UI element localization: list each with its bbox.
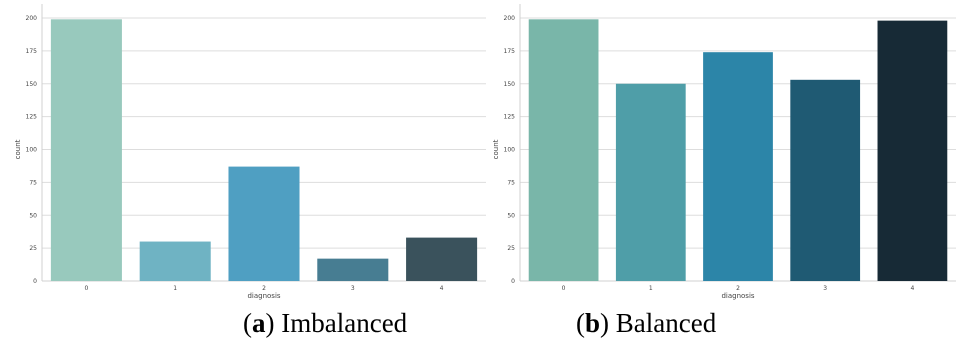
bar [317, 258, 389, 281]
y-tick-label: 75 [507, 179, 515, 186]
bar [615, 83, 686, 281]
y-tick-label: 150 [26, 81, 38, 88]
caption-b: (b) Balanced [576, 308, 717, 338]
x-axis-title: diagnosis [721, 292, 754, 300]
y-axis-title: count [492, 139, 500, 159]
y-tick-label: 50 [29, 212, 37, 219]
chart-balanced: 0 25 50 75 100 125 150 175 200 0 1 2 3 4 diagnosis coun… [492, 4, 956, 300]
caption-a-letter: a [252, 308, 266, 338]
x-tick-label: 2 [262, 285, 266, 292]
chart-imbalanced: 0 25 50 75 100 125 150 175 200 0 1 2 3 4 diagnosis coun… [14, 4, 486, 300]
bar [703, 52, 773, 281]
y-tick-label: 0 [33, 278, 37, 285]
x-tick-label: 3 [823, 285, 827, 292]
x-tick-label: 2 [736, 285, 740, 292]
y-tick-label: 175 [26, 48, 38, 55]
caption-a-text: Imbalanced [281, 308, 408, 338]
bar [790, 79, 861, 282]
bar [877, 20, 948, 281]
x-tick-label: 1 [649, 285, 653, 292]
caption-a: (a) Imbalanced [243, 308, 408, 338]
x-tick-label: 1 [173, 285, 177, 292]
bar [50, 19, 122, 281]
y-tick-label: 50 [507, 212, 515, 219]
x-axis-title: diagnosis [247, 292, 280, 300]
y-tick-label: 25 [29, 245, 37, 252]
y-tick-label: 125 [26, 114, 38, 121]
bar [228, 166, 300, 281]
x-tick-label: 4 [910, 285, 914, 292]
x-tick-label: 4 [440, 285, 444, 292]
y-axis-title: count [14, 139, 22, 159]
y-tick-label: 100 [26, 147, 38, 154]
y-tick-label: 150 [504, 81, 516, 88]
x-tick-label: 3 [351, 285, 355, 292]
y-tick-label: 175 [504, 48, 516, 55]
y-tick-label: 200 [26, 15, 38, 22]
x-tick-label: 0 [84, 285, 88, 292]
x-tick-label: 0 [562, 285, 566, 292]
caption-b-text: Balanced [615, 308, 717, 338]
y-tick-label: 25 [507, 245, 515, 252]
y-tick-label: 0 [511, 278, 515, 285]
bar [528, 19, 599, 281]
y-tick-label: 125 [504, 114, 516, 121]
y-tick-label: 200 [504, 15, 516, 22]
y-tick-label: 75 [29, 179, 37, 186]
y-tick-label: 100 [504, 147, 516, 154]
bar [406, 237, 478, 281]
caption-b-letter: b [585, 308, 601, 338]
bar [139, 241, 211, 281]
